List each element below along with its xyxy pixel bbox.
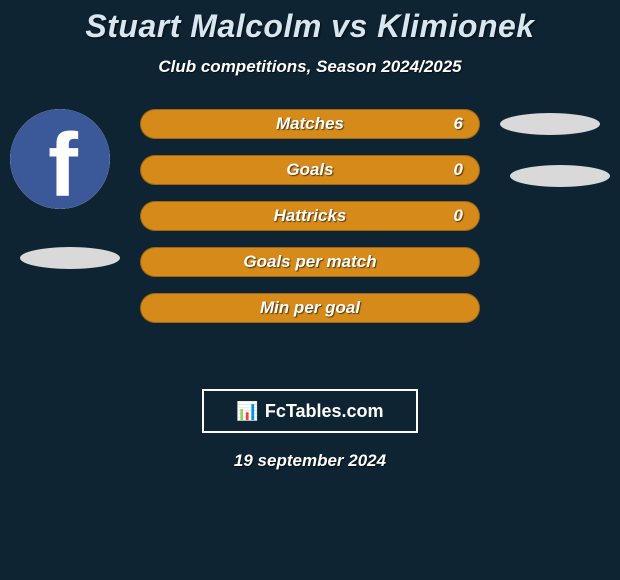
stat-label: Min per goal <box>260 298 360 318</box>
stat-value: 0 <box>454 206 463 226</box>
stat-label: Goals <box>286 160 333 180</box>
branding-box: 📊 FcTables.com <box>202 389 418 433</box>
stat-bars: Matches 6 Goals 0 Hattricks 0 Goals per … <box>140 109 480 339</box>
infographic-container: Stuart Malcolm vs Klimionek Club competi… <box>0 0 620 580</box>
page-title: Stuart Malcolm vs Klimionek <box>0 8 620 45</box>
stat-bar-hattricks: Hattricks 0 <box>140 201 480 231</box>
main-area: f Matches 6 Goals 0 Hattricks 0 Goals pe… <box>0 109 620 389</box>
stat-value: 6 <box>454 114 463 134</box>
stat-bar-min-per-goal: Min per goal <box>140 293 480 323</box>
stat-bar-goals-per-match: Goals per match <box>140 247 480 277</box>
subtitle: Club competitions, Season 2024/2025 <box>0 57 620 77</box>
date-label: 19 september 2024 <box>0 451 620 471</box>
facebook-f-glyph: f <box>48 121 78 209</box>
stat-bar-goals: Goals 0 <box>140 155 480 185</box>
stat-label: Goals per match <box>243 252 376 272</box>
stat-bar-matches: Matches 6 <box>140 109 480 139</box>
player-avatar-left: f <box>10 109 110 209</box>
shadow-ellipse-right-2 <box>510 165 610 187</box>
shadow-ellipse-left <box>20 247 120 269</box>
stat-label: Matches <box>276 114 344 134</box>
facebook-icon: f <box>10 109 110 209</box>
chart-icon: 📊 <box>236 401 258 422</box>
shadow-ellipse-right-1 <box>500 113 600 135</box>
brand-text: FcTables.com <box>265 401 384 422</box>
stat-value: 0 <box>454 160 463 180</box>
stat-label: Hattricks <box>274 206 347 226</box>
